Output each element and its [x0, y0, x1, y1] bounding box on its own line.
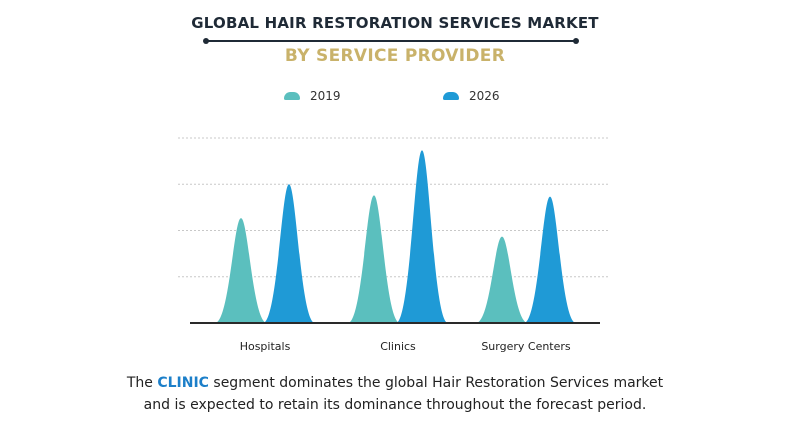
legend-label-2019: 2019	[310, 89, 341, 103]
peak-clinics-2026	[396, 150, 448, 323]
peak-clinics-2019	[348, 195, 400, 323]
peak-surgery-centers-2026	[524, 196, 576, 323]
chart-subtitle: BY SERVICE PROVIDER	[284, 46, 506, 66]
x-tick-label: Clinics	[380, 340, 416, 353]
caption-highlight: CLINIC	[157, 375, 209, 391]
caption-line-1: The CLINIC segment dominates the global …	[0, 372, 790, 394]
legend-swatch-2026	[443, 92, 459, 100]
peak-hospitals-2019	[215, 218, 267, 323]
caption-line-2: and is expected to retain its dominance …	[143, 397, 647, 413]
chart-caption: The CLINIC segment dominates the global …	[0, 372, 790, 416]
legend-swatch-2019	[284, 92, 300, 100]
caption-line-1-rest: segment dominates the global Hair Restor…	[208, 375, 664, 391]
peak-surgery-centers-2019	[476, 236, 528, 323]
legend-label-2026: 2026	[469, 89, 500, 103]
peak-hospitals-2026	[263, 184, 315, 323]
chart-title: GLOBAL HAIR RESTORATION SERVICES MARKET	[191, 14, 599, 32]
legend-item-2019: 2019	[284, 89, 341, 103]
x-tick-label: Hospitals	[240, 340, 291, 353]
x-tick-label: Surgery Centers	[481, 340, 571, 353]
title-underline	[203, 38, 579, 44]
legend: 2019 2026	[0, 89, 790, 107]
legend-item-2026: 2026	[443, 89, 500, 103]
caption-prefix: The	[126, 375, 158, 391]
